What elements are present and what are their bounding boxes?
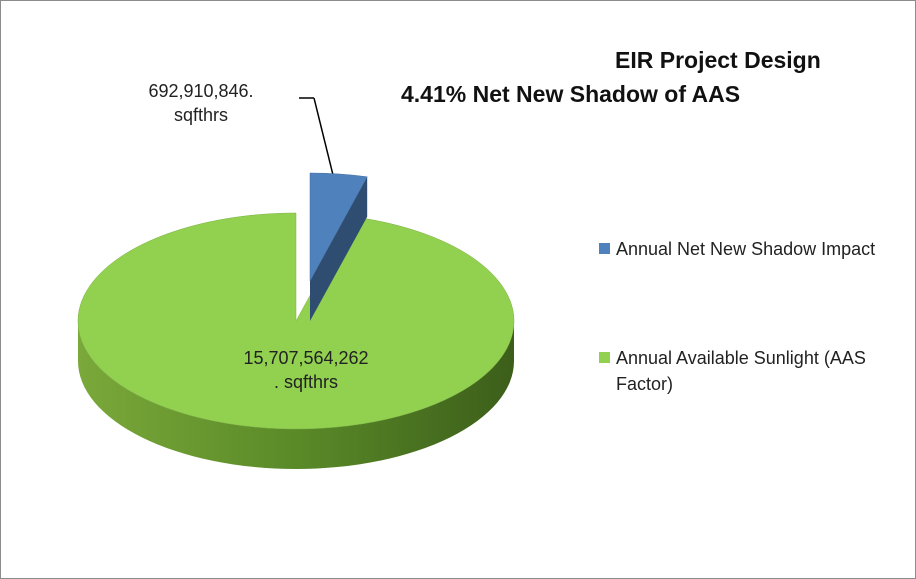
legend-label: Annual Available Sunlight (AAS Factor) xyxy=(616,348,866,394)
legend-swatch xyxy=(599,243,610,254)
pie-slice xyxy=(309,172,368,282)
pie-side xyxy=(78,321,514,469)
chart-title: EIR Project Design xyxy=(615,47,821,73)
legend-swatch xyxy=(599,352,610,363)
legend-label: Annual Net New Shadow Impact xyxy=(616,239,876,259)
leader-line xyxy=(313,97,335,180)
data-label: 15,707,564,262. sqfthrs xyxy=(243,348,369,392)
pie-slice xyxy=(77,212,515,430)
chart-subtitle: 4.41% Net New Shadow of AAS xyxy=(401,81,741,107)
data-label: 692,910,846. sqfthrs xyxy=(148,81,254,125)
pie-side xyxy=(310,176,368,321)
